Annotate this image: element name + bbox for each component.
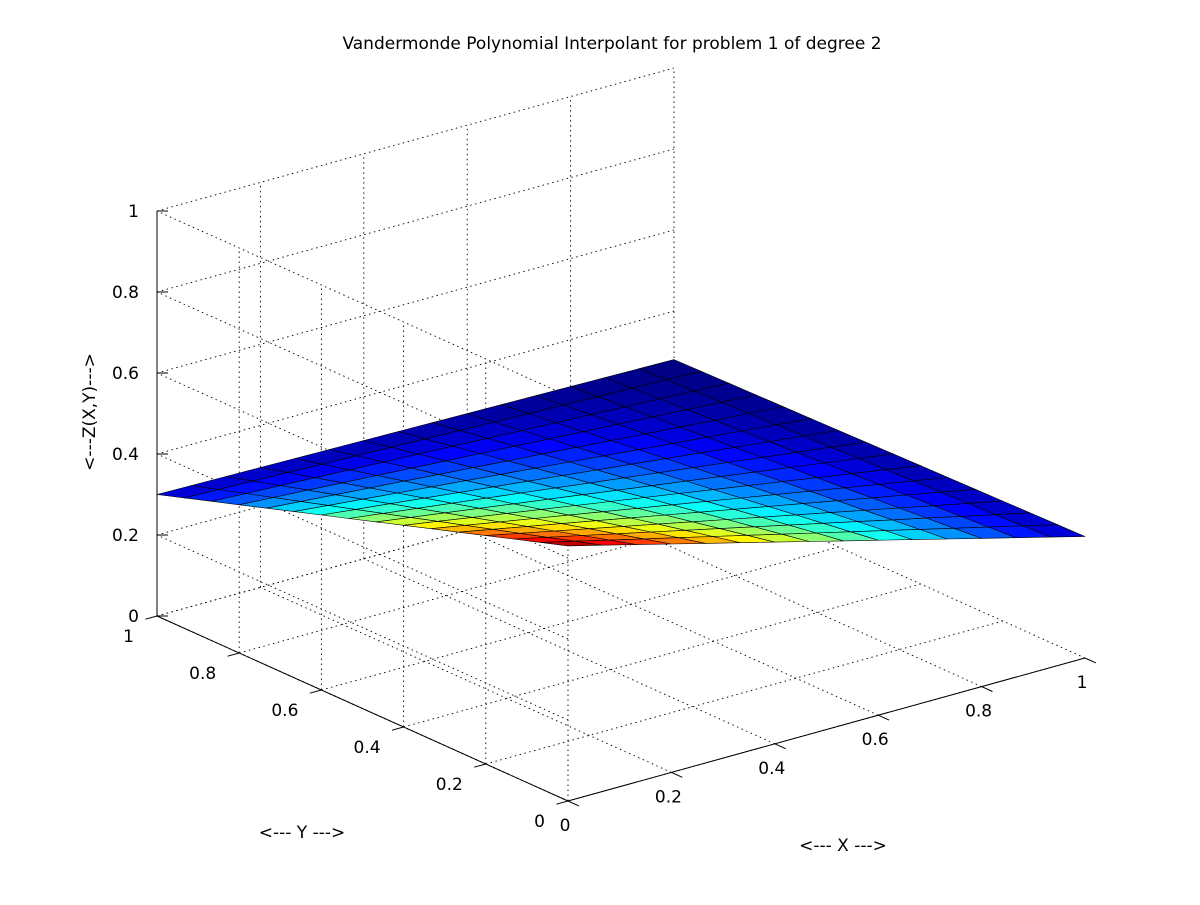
z-tick-label: 0.4 (112, 445, 139, 465)
y-tick-mark (309, 689, 322, 694)
x-tick-mark (671, 771, 683, 778)
z-tick-label: 0.2 (112, 526, 139, 546)
y-tick-mark (474, 763, 486, 768)
surface-patch (1022, 524, 1086, 538)
y-tick-label: 0 (534, 812, 545, 832)
y-tick-mark (391, 726, 404, 731)
x-tick-mark (774, 743, 786, 750)
floor-grid-line (363, 558, 775, 745)
x-axis-line (567, 657, 1086, 802)
chart-title: Vandermonde Polynomial Interpolant for p… (342, 34, 881, 54)
left-wall-grid-line (156, 210, 569, 397)
x-tick-label: 0.6 (862, 730, 889, 750)
x-tick-mark (1084, 657, 1097, 664)
y-axis-label: <--- Y ---> (259, 823, 346, 843)
z-tick-label: 0.8 (112, 283, 139, 303)
x-tick-label: 0.8 (965, 702, 992, 722)
y-tick-mark (227, 652, 240, 657)
z-tick-label: 0 (128, 607, 139, 627)
y-tick-mark (556, 800, 569, 805)
y-tick-label: 0.4 (354, 738, 381, 758)
x-axis-label: <--- X ---> (799, 836, 887, 856)
x-tick-mark (567, 800, 580, 807)
y-tick-label: 0.8 (189, 664, 216, 684)
y-tick-mark (145, 615, 158, 620)
x-tick-label: 0.2 (655, 787, 682, 807)
x-tick-label: 1 (1077, 673, 1088, 693)
floor-grid-line (467, 529, 879, 716)
y-axis-line (156, 615, 569, 802)
x-tick-mark (981, 686, 993, 692)
z-tick-label: 0.6 (112, 364, 139, 384)
left-wall-grid-line (156, 534, 569, 721)
x-tick-label: 0 (560, 816, 571, 836)
floor-grid-line (260, 586, 672, 773)
x-tick-mark (877, 714, 890, 721)
z-tick-label: 1 (128, 202, 139, 222)
z-axis-label: <---Z(X,Y)---> (80, 353, 100, 471)
y-tick-label: 0.6 (271, 701, 298, 721)
y-tick-label: 1 (123, 627, 134, 647)
y-tick-label: 0.2 (436, 775, 463, 795)
x-tick-label: 0.4 (758, 759, 785, 779)
